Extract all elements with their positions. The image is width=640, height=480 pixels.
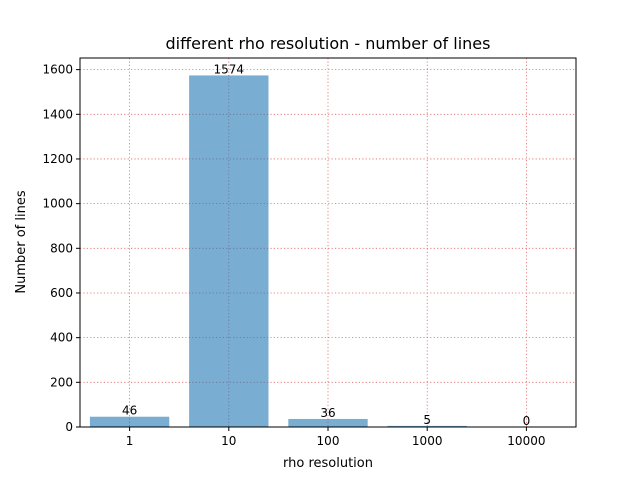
y-tick-label: 1600 xyxy=(42,63,73,77)
y-tick-label: 600 xyxy=(50,286,73,300)
bars xyxy=(89,75,467,427)
bar xyxy=(189,75,269,427)
x-tick-label: 10 xyxy=(221,434,236,448)
chart-title: different rho resolution - number of lin… xyxy=(166,34,491,53)
bar xyxy=(387,425,467,427)
bar-value-label: 1574 xyxy=(214,62,245,76)
bar-value-label: 0 xyxy=(523,414,531,428)
bar xyxy=(288,418,368,427)
y-tick-label: 1400 xyxy=(42,107,73,121)
y-tick-label: 200 xyxy=(50,375,73,389)
data-labels: 46 1574 36 5 0 xyxy=(122,62,530,428)
x-tick-label: 100 xyxy=(317,434,340,448)
x-tick-label: 1000 xyxy=(412,434,443,448)
grid-lines xyxy=(80,58,576,428)
y-tick-label: 0 xyxy=(65,420,73,434)
y-tick-label: 1200 xyxy=(42,152,73,166)
x-axis-ticks: 1 10 100 1000 10000 xyxy=(126,427,545,448)
x-tick-label: 10000 xyxy=(507,434,545,448)
bar-value-label: 46 xyxy=(122,404,137,418)
y-tick-label: 1000 xyxy=(42,197,73,211)
y-axis-ticks: 0 200 400 600 800 1000 1200 1400 1600 xyxy=(42,63,80,434)
x-axis-label: rho resolution xyxy=(283,456,373,471)
x-tick-label: 1 xyxy=(126,434,134,448)
bar-value-label: 5 xyxy=(423,413,431,427)
y-axis-label: Number of lines xyxy=(14,190,29,293)
bar-value-label: 36 xyxy=(320,406,335,420)
y-tick-label: 400 xyxy=(50,331,73,345)
bar xyxy=(89,416,170,427)
y-tick-label: 800 xyxy=(50,241,73,255)
